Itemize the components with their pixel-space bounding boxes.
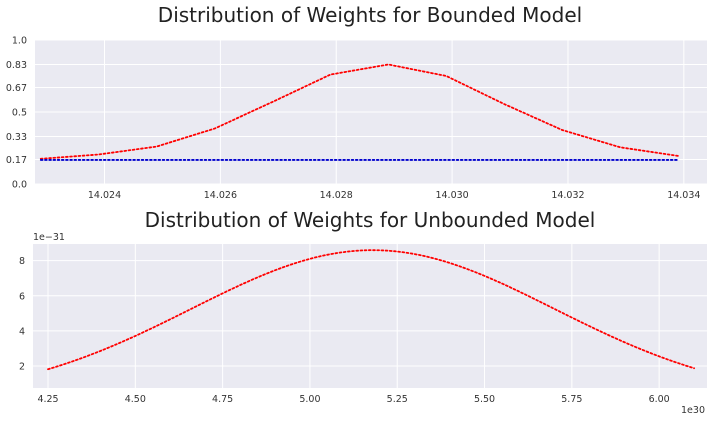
x-offset-label: 1e30: [681, 405, 705, 416]
y-tick-label: 6: [19, 291, 25, 302]
x-tick-label: 14.024: [88, 190, 121, 201]
bounded-chart-title: Distribution of Weights for Bounded Mode…: [158, 3, 582, 27]
y-tick-label: 4: [19, 326, 25, 337]
x-tick-label: 14.026: [204, 190, 237, 201]
x-tick-label: 5.00: [299, 394, 320, 405]
x-tick-label: 14.032: [551, 190, 584, 201]
y-tick-label: 2: [19, 362, 25, 373]
x-tick-label: 6.00: [649, 394, 670, 405]
y-tick-label: 0.67: [6, 83, 27, 94]
x-tick-label: 14.030: [435, 190, 468, 201]
y-tick-label: 0.5: [12, 108, 27, 119]
y-tick-label: 0.17: [6, 155, 27, 166]
x-tick-label: 4.75: [212, 394, 233, 405]
x-tick-label: 5.25: [387, 394, 408, 405]
x-tick-label: 5.75: [561, 394, 582, 405]
y-tick-label: 0.33: [6, 132, 27, 143]
unbounded-plot-area: [33, 244, 707, 388]
bounded-model-chart: Distribution of Weights for Bounded Mode…: [6, 3, 707, 201]
x-tick-label: 4.25: [37, 394, 58, 405]
y-tick-label: 0.0: [12, 180, 27, 191]
series-line-1: [39, 63, 679, 160]
x-tick-label: 14.034: [667, 190, 700, 201]
x-tick-label: 14.028: [320, 190, 353, 201]
x-tick-label: 4.50: [125, 394, 146, 405]
y-tick-label: 1.0: [12, 36, 27, 47]
y-tick-label: 0.83: [6, 60, 27, 71]
y-tick-label: 8: [19, 256, 25, 267]
unbounded-model-chart: Distribution of Weights for Unbounded Mo…: [19, 208, 707, 416]
unbounded-chart-title: Distribution of Weights for Unbounded Mo…: [145, 208, 596, 232]
x-tick-label: 5.50: [474, 394, 495, 405]
series-line-1: [47, 249, 695, 371]
y-offset-label: 1e−31: [33, 232, 65, 243]
